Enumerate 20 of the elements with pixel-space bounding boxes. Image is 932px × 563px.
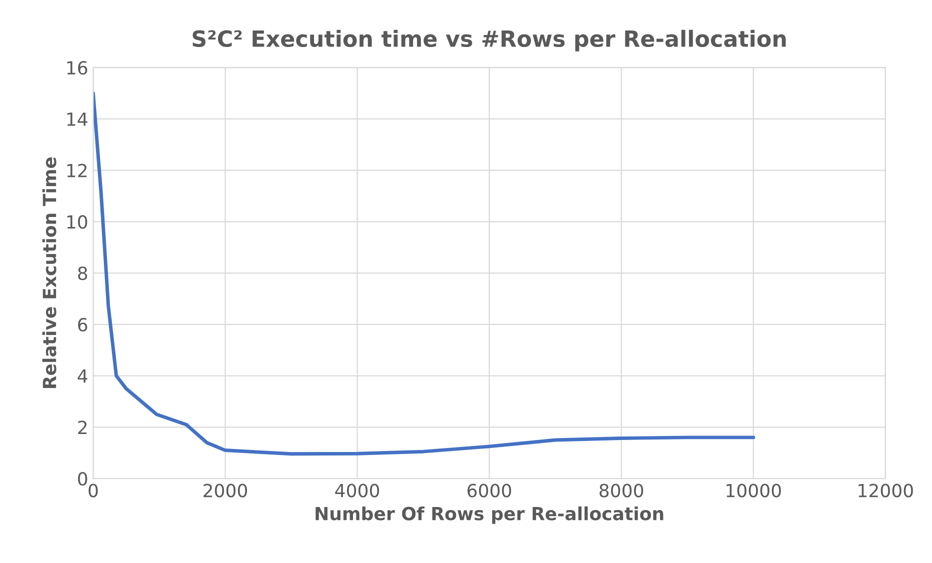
y-tick-label: 14 bbox=[67, 112, 88, 126]
x-tick-label: 4000 bbox=[335, 484, 380, 498]
y-tick-label: 12 bbox=[67, 164, 87, 178]
y-tick-label: 16 bbox=[67, 61, 88, 75]
x-tick-label: 8000 bbox=[600, 484, 644, 498]
y-tick-label: 4 bbox=[78, 370, 88, 383]
y-tick-label: 6 bbox=[78, 318, 88, 332]
chart-title: S²C² Execution time vs #Rows per Re-allocation bbox=[192, 30, 786, 52]
x-tick-label: 2000 bbox=[204, 484, 248, 498]
x-axis-title: Number Of Rows per Re-allocation bbox=[316, 506, 664, 524]
x-tick-label: 0 bbox=[88, 484, 98, 498]
x-tick-label: 10000 bbox=[726, 484, 781, 498]
x-tick-label: 12000 bbox=[858, 484, 913, 498]
x-tick-label: 6000 bbox=[468, 484, 512, 498]
y-tick-label: 8 bbox=[78, 266, 88, 280]
y-tick-label: 0 bbox=[78, 472, 88, 486]
y-tick-label: 2 bbox=[78, 420, 87, 434]
y-axis-title: Relative Excution Time bbox=[42, 157, 56, 388]
y-tick-label: 10 bbox=[67, 215, 88, 229]
line-series bbox=[93, 92, 756, 456]
